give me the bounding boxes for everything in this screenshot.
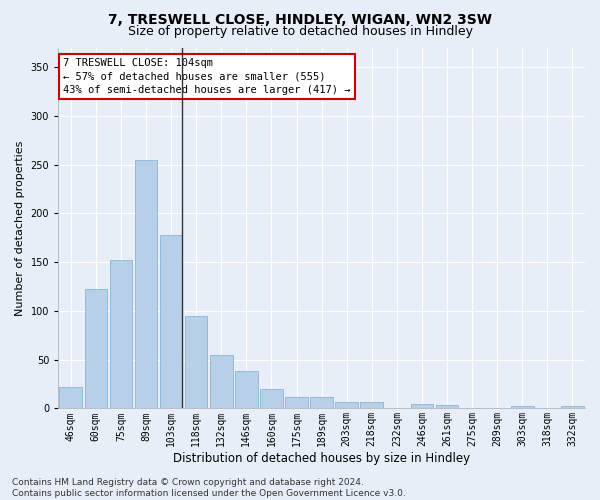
Bar [436, 404, 458, 408]
Bar [335, 402, 358, 408]
Bar [310, 396, 333, 408]
Bar [135, 160, 157, 408]
Bar [210, 355, 233, 408]
X-axis label: Distribution of detached houses by size in Hindley: Distribution of detached houses by size … [173, 452, 470, 465]
Text: Contains HM Land Registry data © Crown copyright and database right 2024.
Contai: Contains HM Land Registry data © Crown c… [12, 478, 406, 498]
Text: 7, TRESWELL CLOSE, HINDLEY, WIGAN, WN2 3SW: 7, TRESWELL CLOSE, HINDLEY, WIGAN, WN2 3… [108, 12, 492, 26]
Bar [410, 404, 433, 408]
Bar [59, 387, 82, 408]
Bar [561, 406, 584, 408]
Bar [160, 235, 182, 408]
Bar [361, 402, 383, 408]
Bar [110, 260, 132, 408]
Bar [85, 290, 107, 408]
Text: 7 TRESWELL CLOSE: 104sqm
← 57% of detached houses are smaller (555)
43% of semi-: 7 TRESWELL CLOSE: 104sqm ← 57% of detach… [64, 58, 351, 94]
Bar [285, 396, 308, 408]
Y-axis label: Number of detached properties: Number of detached properties [15, 140, 25, 316]
Bar [511, 406, 533, 408]
Text: Size of property relative to detached houses in Hindley: Size of property relative to detached ho… [128, 25, 473, 38]
Bar [235, 372, 257, 408]
Bar [185, 316, 208, 408]
Bar [260, 389, 283, 408]
